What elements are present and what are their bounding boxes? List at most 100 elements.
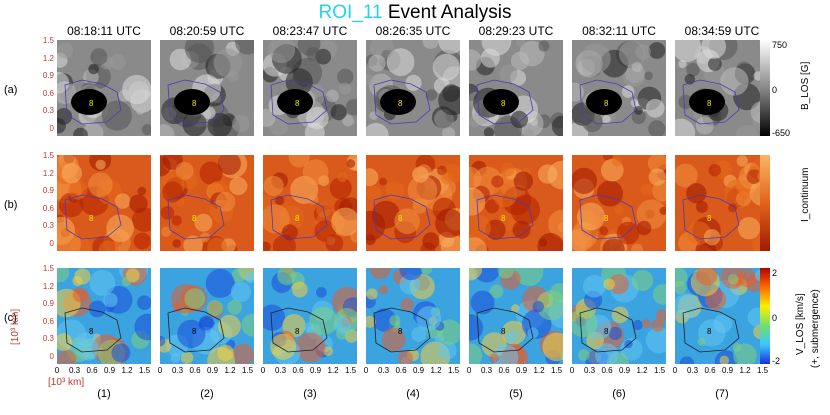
texture-blob [115,193,131,209]
panel-r3-c3: 8 [263,268,357,364]
texture-blob [57,71,70,94]
feature-label-8: 8 [707,99,712,108]
feature-label-8: 8 [192,214,197,223]
texture-blob [306,47,320,61]
feature-label-8: 8 [501,214,506,223]
xtick-c1-4: 1.2 [121,366,133,375]
roi-contour [682,79,740,125]
texture-blob [675,268,688,287]
texture-blob [612,156,623,167]
texture-blob [608,326,622,340]
dark-pore [380,89,416,115]
texture-blob [101,100,132,131]
xtick-c4-2: 0.6 [395,366,407,375]
colorbar-vlos [760,268,770,364]
panel-r2-c6: 8 [572,155,666,251]
row-label-2: (b) [4,199,18,211]
texture-blob [57,349,77,364]
texture-blob [435,208,460,238]
xtick-c2-3: 0.9 [206,366,219,375]
roi-contour [270,194,328,240]
texture-blob [738,188,750,199]
texture-blob [542,332,563,362]
xtick-c2-0: 0 [157,366,163,375]
texture-blob [277,268,296,286]
texture-blob [109,53,126,70]
texture-blob [103,292,118,308]
panel-image-0-1: 8 [160,40,254,136]
texture-blob [323,346,333,357]
panel-r1-c7: 8 [675,40,769,136]
roi-contour [270,307,328,353]
xtick-c4-4: 1.2 [430,366,442,375]
texture-blob [78,338,99,359]
xtick-c6-0: 0 [569,366,575,375]
texture-blob [136,106,145,115]
texture-blob [371,200,400,229]
panel-r1-c3: 8 [263,40,357,136]
texture-blob [727,274,739,285]
texture-blob [732,342,742,352]
feature-label-8: 8 [89,214,94,223]
roi-contour [682,307,740,353]
texture-blob [198,315,214,331]
xtick-c7-5: 1.5 [756,366,769,375]
texture-blob [438,341,457,360]
texture-blob [307,193,319,205]
roi-contour [476,307,534,353]
texture-blob [235,40,254,55]
panel-r1-c2: 8 [160,40,254,136]
texture-blob [635,44,651,60]
texture-blob [302,159,329,185]
dark-pore [689,89,725,115]
texture-blob [577,202,605,231]
xtick-c2-4: 1.2 [224,366,236,375]
texture-blob [746,169,762,184]
feature-label-8: 8 [501,99,506,108]
texture-blob [675,293,699,319]
texture-blob [263,241,271,251]
texture-blob [172,239,181,248]
texture-blob [162,181,183,203]
panel-r2-c4: 8 [366,155,460,251]
texture-blob [572,308,598,338]
x-axis-unit: [10³ km] [48,377,85,388]
texture-blob [316,287,327,298]
texture-blob [407,175,438,206]
texture-blob [597,180,623,207]
panel-image-1-4: 8 [469,155,563,251]
panel-r3-c6: 8 [572,268,666,364]
roi-contour [579,307,637,353]
texture-blob [372,308,397,332]
texture-blob [329,177,352,200]
texture-blob [333,316,351,334]
texture-blob [583,275,606,298]
texture-blob [469,214,491,242]
xtick-c3-1: 0.3 [274,366,287,375]
y-axis-unit: [10³ km] [10,308,21,345]
texture-blob [366,315,376,328]
texture-blob [345,99,357,116]
column-number-2: (2) [200,388,214,400]
texture-blob [304,122,325,136]
xtick-c5-2: 0.6 [498,366,510,375]
texture-blob [645,327,666,354]
texture-blob [218,155,241,175]
texture-blob [500,162,515,177]
texture-blob [491,175,504,188]
texture-blob [599,226,609,236]
texture-blob [735,124,759,136]
texture-blob [675,163,698,188]
texture-blob [510,195,540,225]
texture-blob [169,48,192,71]
panel-image-1-6: 8 [675,155,769,251]
texture-blob [381,327,406,352]
panel-r2-c7: 8 [675,155,769,251]
roi-contour [167,307,225,353]
figure-title: ROI_11 Event Analysis [0,0,830,26]
texture-blob [632,319,643,331]
texture-blob [655,309,666,322]
texture-blob [659,206,666,215]
texture-blob [641,319,651,329]
texture-blob [648,42,666,59]
